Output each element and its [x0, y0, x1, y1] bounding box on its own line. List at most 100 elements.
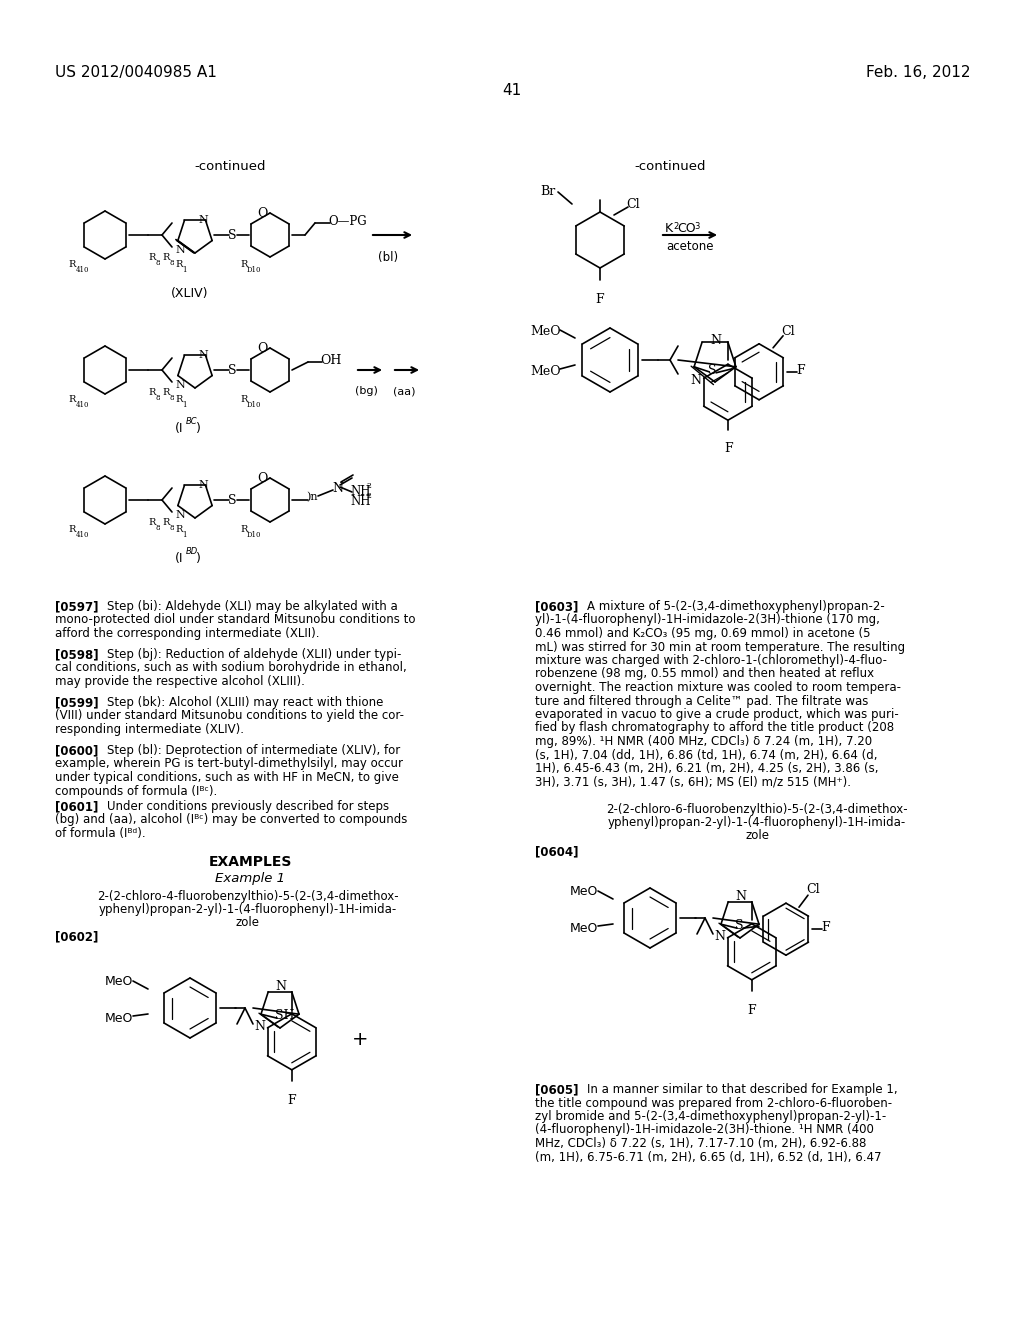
Text: 2: 2	[366, 492, 371, 500]
Text: R: R	[175, 260, 182, 269]
Text: N: N	[710, 334, 721, 347]
Text: zole: zole	[236, 916, 260, 929]
Text: [0598]: [0598]	[55, 648, 98, 661]
Text: the title compound was prepared from 2-chloro-6-fluoroben-: the title compound was prepared from 2-c…	[535, 1097, 892, 1110]
Text: 2-(2-chloro-6-fluorobenzylthio)-5-(2-(3,4-dimethox-: 2-(2-chloro-6-fluorobenzylthio)-5-(2-(3,…	[606, 803, 908, 816]
Text: 1: 1	[182, 531, 186, 539]
Text: 1H), 6.45-6.43 (m, 2H), 6.21 (m, 2H), 4.25 (s, 2H), 3.86 (s,: 1H), 6.45-6.43 (m, 2H), 6.21 (m, 2H), 4.…	[535, 762, 879, 775]
Text: NH: NH	[350, 484, 371, 498]
Text: K: K	[665, 222, 673, 235]
Text: 1: 1	[182, 401, 186, 409]
Text: R: R	[240, 395, 248, 404]
Text: [0602]: [0602]	[55, 931, 98, 942]
Text: S: S	[708, 364, 717, 376]
Text: N: N	[175, 246, 184, 255]
Text: under typical conditions, such as with HF in MeCN, to give: under typical conditions, such as with H…	[55, 771, 399, 784]
Text: R: R	[162, 253, 169, 261]
Text: zole: zole	[745, 829, 769, 842]
Text: 2-(2-chloro-4-fluorobenzylthio)-5-(2-(3,4-dimethox-: 2-(2-chloro-4-fluorobenzylthio)-5-(2-(3,…	[97, 890, 398, 903]
Text: evaporated in vacuo to give a crude product, which was puri-: evaporated in vacuo to give a crude prod…	[535, 708, 899, 721]
Text: yphenyl)propan-2-yl)-1-(4-fluorophenyl)-1H-imida-: yphenyl)propan-2-yl)-1-(4-fluorophenyl)-…	[608, 816, 906, 829]
Text: example, wherein PG is tert-butyl-dimethylsilyl, may occur: example, wherein PG is tert-butyl-dimeth…	[55, 758, 403, 771]
Text: O—PG: O—PG	[328, 215, 367, 228]
Text: R: R	[175, 395, 182, 404]
Text: R: R	[240, 525, 248, 535]
Text: yphenyl)propan-2-yl)-1-(4-fluorophenyl)-1H-imida-: yphenyl)propan-2-yl)-1-(4-fluorophenyl)-…	[99, 903, 397, 916]
Text: 41: 41	[503, 83, 521, 98]
Text: 8: 8	[155, 524, 160, 532]
Text: N: N	[198, 350, 208, 360]
Text: zyl bromide and 5-(2-(3,4-dimethoxyphenyl)propan-2-yl)-1-: zyl bromide and 5-(2-(3,4-dimethoxypheny…	[535, 1110, 886, 1123]
Text: S: S	[228, 364, 237, 378]
Text: 8: 8	[155, 393, 160, 403]
Text: F: F	[595, 293, 603, 306]
Text: (bg) and (aa), alcohol (Iᴮᶜ) may be converted to compounds: (bg) and (aa), alcohol (Iᴮᶜ) may be conv…	[55, 813, 408, 826]
Text: SH: SH	[275, 1010, 295, 1022]
Text: EXAMPLES: EXAMPLES	[208, 855, 292, 869]
Text: 8: 8	[155, 259, 160, 267]
Text: [0604]: [0604]	[535, 845, 579, 858]
Text: N: N	[198, 480, 208, 490]
Text: 1: 1	[182, 267, 186, 275]
Text: 8: 8	[169, 259, 173, 267]
Text: cal conditions, such as with sodium borohydride in ethanol,: cal conditions, such as with sodium boro…	[55, 661, 407, 675]
Text: S: S	[228, 228, 237, 242]
Text: Feb. 16, 2012: Feb. 16, 2012	[865, 65, 970, 81]
Text: D10: D10	[247, 531, 261, 539]
Text: Cl: Cl	[626, 198, 640, 211]
Text: F: F	[796, 364, 805, 376]
Text: N: N	[690, 374, 701, 387]
Text: F: F	[821, 921, 829, 935]
Text: MeO: MeO	[570, 884, 598, 898]
Text: of formula (Iᴮᵈ).: of formula (Iᴮᵈ).	[55, 828, 145, 840]
Text: yl)-1-(4-fluorophenyl)-1H-imidazole-2(3H)-thione (170 mg,: yl)-1-(4-fluorophenyl)-1H-imidazole-2(3H…	[535, 614, 880, 627]
Text: robenzene (98 mg, 0.55 mmol) and then heated at reflux: robenzene (98 mg, 0.55 mmol) and then he…	[535, 668, 874, 681]
Text: R: R	[68, 525, 76, 535]
Text: Cl: Cl	[781, 325, 795, 338]
Text: S: S	[228, 494, 237, 507]
Text: (bl): (bl)	[378, 251, 398, 264]
Text: [0597]: [0597]	[55, 601, 98, 612]
Text: ): )	[196, 552, 201, 565]
Text: afford the corresponding intermediate (XLII).: afford the corresponding intermediate (X…	[55, 627, 319, 640]
Text: MeO: MeO	[105, 975, 133, 987]
Text: responding intermediate (XLIV).: responding intermediate (XLIV).	[55, 723, 244, 737]
Text: R: R	[240, 260, 248, 269]
Text: (aa): (aa)	[393, 385, 416, 396]
Text: 0.46 mmol) and K₂CO₃ (95 mg, 0.69 mmol) in acetone (5: 0.46 mmol) and K₂CO₃ (95 mg, 0.69 mmol) …	[535, 627, 870, 640]
Text: MHz, CDCl₃) δ 7.22 (s, 1H), 7.17-7.10 (m, 2H), 6.92-6.88: MHz, CDCl₃) δ 7.22 (s, 1H), 7.17-7.10 (m…	[535, 1137, 866, 1150]
Text: 410: 410	[76, 401, 89, 409]
Text: (s, 1H), 7.04 (dd, 1H), 6.86 (td, 1H), 6.74 (m, 2H), 6.64 (d,: (s, 1H), 7.04 (dd, 1H), 6.86 (td, 1H), 6…	[535, 748, 878, 762]
Text: R: R	[148, 517, 156, 527]
Text: overnight. The reaction mixture was cooled to room tempera-: overnight. The reaction mixture was cool…	[535, 681, 901, 694]
Text: Step (bi): Aldehyde (XLI) may be alkylated with a: Step (bi): Aldehyde (XLI) may be alkylat…	[106, 601, 397, 612]
Text: R: R	[162, 517, 169, 527]
Text: N: N	[735, 890, 746, 903]
Text: N: N	[175, 510, 184, 520]
Text: N: N	[332, 482, 343, 495]
Text: [0605]: [0605]	[535, 1082, 579, 1096]
Text: R: R	[68, 260, 76, 269]
Text: -continued: -continued	[195, 160, 266, 173]
Text: MeO: MeO	[105, 1012, 133, 1026]
Text: Step (bj): Reduction of aldehyde (XLII) under typi-: Step (bj): Reduction of aldehyde (XLII) …	[106, 648, 401, 661]
Text: [0599]: [0599]	[55, 696, 98, 709]
Text: N: N	[198, 215, 208, 224]
Text: 2: 2	[673, 222, 678, 231]
Text: 8: 8	[169, 524, 173, 532]
Text: mL) was stirred for 30 min at room temperature. The resulting: mL) was stirred for 30 min at room tempe…	[535, 640, 905, 653]
Text: D10: D10	[247, 401, 261, 409]
Text: D10: D10	[247, 267, 261, 275]
Text: Example 1: Example 1	[215, 873, 285, 884]
Text: N: N	[175, 380, 184, 389]
Text: NH: NH	[350, 495, 371, 508]
Text: may provide the respective alcohol (XLIII).: may provide the respective alcohol (XLII…	[55, 675, 305, 688]
Text: (I: (I	[175, 422, 183, 436]
Text: N: N	[254, 1020, 265, 1034]
Text: ): )	[196, 422, 201, 436]
Text: F: F	[724, 442, 732, 455]
Text: )n: )n	[306, 492, 317, 503]
Text: Step (bk): Alcohol (XLIII) may react with thione: Step (bk): Alcohol (XLIII) may react wit…	[106, 696, 383, 709]
Text: [0600]: [0600]	[55, 744, 98, 756]
Text: (m, 1H), 6.75-6.71 (m, 2H), 6.65 (d, 1H), 6.52 (d, 1H), 6.47: (m, 1H), 6.75-6.71 (m, 2H), 6.65 (d, 1H)…	[535, 1151, 882, 1163]
